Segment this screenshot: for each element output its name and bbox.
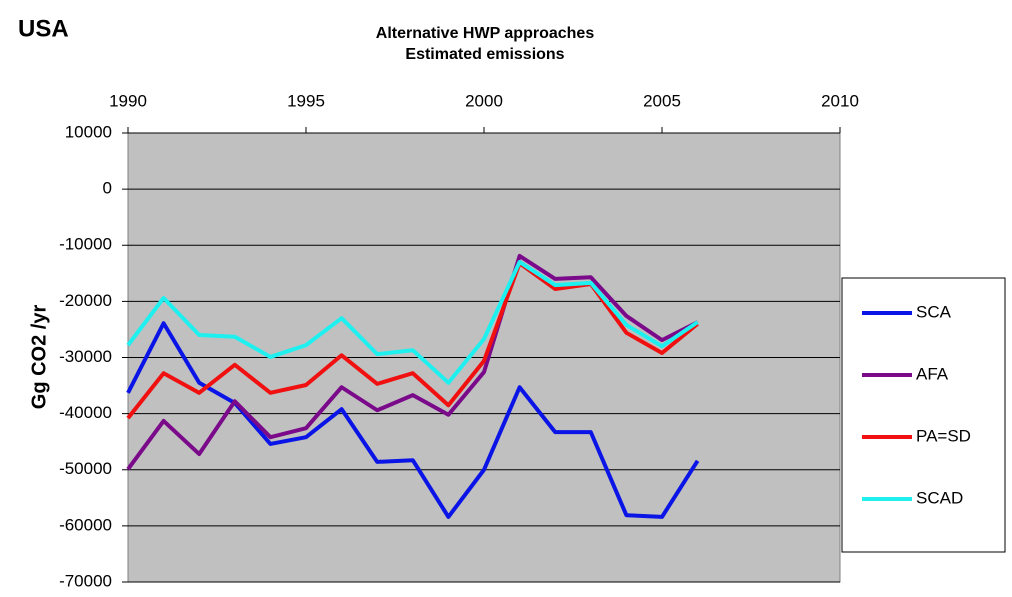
y-tick-label: 10000 <box>65 122 112 141</box>
legend-box <box>841 277 1006 553</box>
y-tick-label: -40000 <box>59 403 112 422</box>
legend-label: PA=SD <box>916 426 971 445</box>
chart-title: Alternative HWP approaches <box>376 25 595 42</box>
legend-label: SCA <box>916 302 952 321</box>
x-tick-label: 1995 <box>287 91 325 110</box>
series-line <box>126 253 699 471</box>
legend-label: SCAD <box>916 488 963 507</box>
y-tick-label: -30000 <box>59 347 112 366</box>
y-tick-label: -20000 <box>59 291 112 310</box>
x-tick-label: 2005 <box>643 91 681 110</box>
x-tick-label: 2000 <box>465 91 503 110</box>
y-tick-label: -60000 <box>59 515 112 534</box>
country-label: USA <box>18 15 69 42</box>
y-tick-label: -70000 <box>59 571 112 590</box>
y-tick-label: 0 <box>103 179 112 198</box>
chart-subtitle: Estimated emissions <box>405 46 564 63</box>
series-line <box>126 261 699 420</box>
x-tick-label: 1990 <box>109 91 147 110</box>
x-tick-label: 2010 <box>821 91 859 110</box>
y-tick-label: -10000 <box>59 235 112 254</box>
y-tick-label: -50000 <box>59 459 112 478</box>
y-axis-label: Gg CO2 /yr <box>28 305 50 410</box>
series-line <box>126 321 700 519</box>
series-line <box>126 260 699 385</box>
legend-label: AFA <box>916 364 949 383</box>
